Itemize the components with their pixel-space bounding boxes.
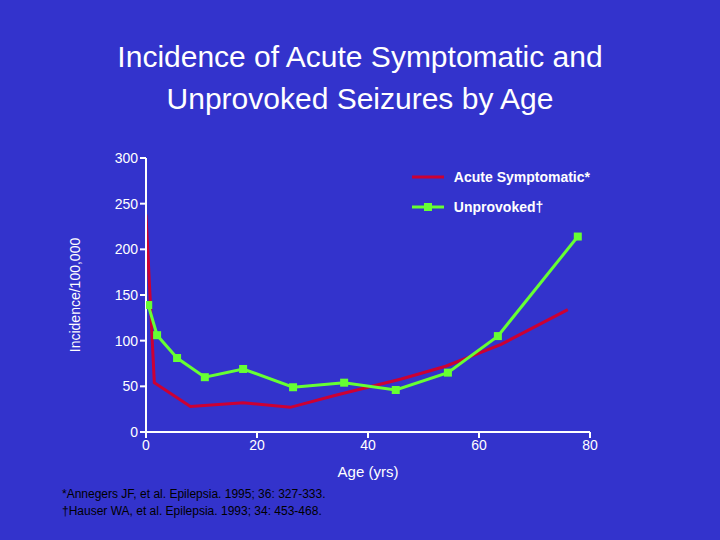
svg-text:0: 0 [130,424,138,440]
svg-text:20: 20 [249,437,265,453]
svg-text:Incidence/100,000: Incidence/100,000 [67,238,83,353]
svg-text:250: 250 [115,196,139,212]
svg-text:100: 100 [115,333,139,349]
svg-text:40: 40 [360,437,376,453]
html-text:†Hauser WA, et al. Epilepsia.: †Hauser WA, et al. Epilepsia. 1993; 34: … [62,504,322,518]
svg-text:300: 300 [115,150,139,166]
svg-text:200: 200 [115,241,139,257]
svg-text:60: 60 [471,437,487,453]
html-text:*Annegers JF, et al. Epilepsia: *Annegers JF, et al. Epilepsia. 1995; 36… [62,487,326,501]
svg-text:0: 0 [142,437,150,453]
svg-text:50: 50 [122,378,138,394]
html-text:Unprovoked†: Unprovoked† [453,199,544,215]
html-text:Incidence of Acute Symptomatic: Incidence of Acute Symptomatic and Unpro… [117,40,603,115]
html-text:Acute Symptomatic*: Acute Symptomatic* [453,169,590,185]
svg-text:80: 80 [582,437,598,453]
svg-text:150: 150 [115,287,139,303]
svg-text:Age (yrs): Age (yrs) [338,463,399,480]
